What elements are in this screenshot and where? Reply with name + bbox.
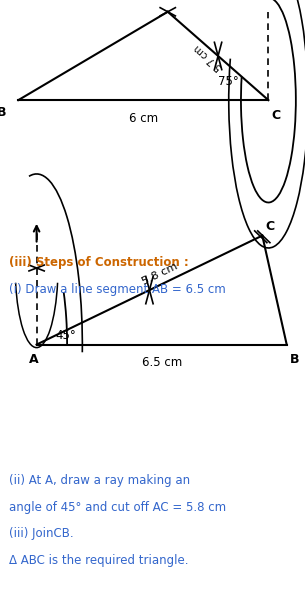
- Text: 5.8 cm: 5.8 cm: [140, 261, 179, 287]
- Text: C: C: [265, 220, 275, 233]
- Text: A: A: [29, 353, 38, 366]
- Text: (iii) Steps of Construction :: (iii) Steps of Construction :: [9, 256, 189, 269]
- Text: B: B: [0, 106, 6, 119]
- Text: (i) Draw a line segment AB = 6.5 cm: (i) Draw a line segment AB = 6.5 cm: [9, 283, 226, 296]
- Text: 75°: 75°: [218, 75, 239, 88]
- Text: Δ ABC is the required triangle.: Δ ABC is the required triangle.: [9, 554, 189, 567]
- Text: B: B: [290, 353, 299, 366]
- Text: 6 cm: 6 cm: [129, 112, 158, 125]
- Text: angle of 45° and cut off AC = 5.8 cm: angle of 45° and cut off AC = 5.8 cm: [9, 501, 226, 514]
- Text: (iii) JoinCB.: (iii) JoinCB.: [9, 527, 74, 540]
- Text: (ii) At A, draw a ray making an: (ii) At A, draw a ray making an: [9, 474, 190, 487]
- Text: C: C: [271, 109, 281, 122]
- Text: 6.5 cm: 6.5 cm: [142, 356, 182, 369]
- Text: 5.7 cm: 5.7 cm: [193, 42, 224, 72]
- Text: 45°: 45°: [55, 329, 76, 342]
